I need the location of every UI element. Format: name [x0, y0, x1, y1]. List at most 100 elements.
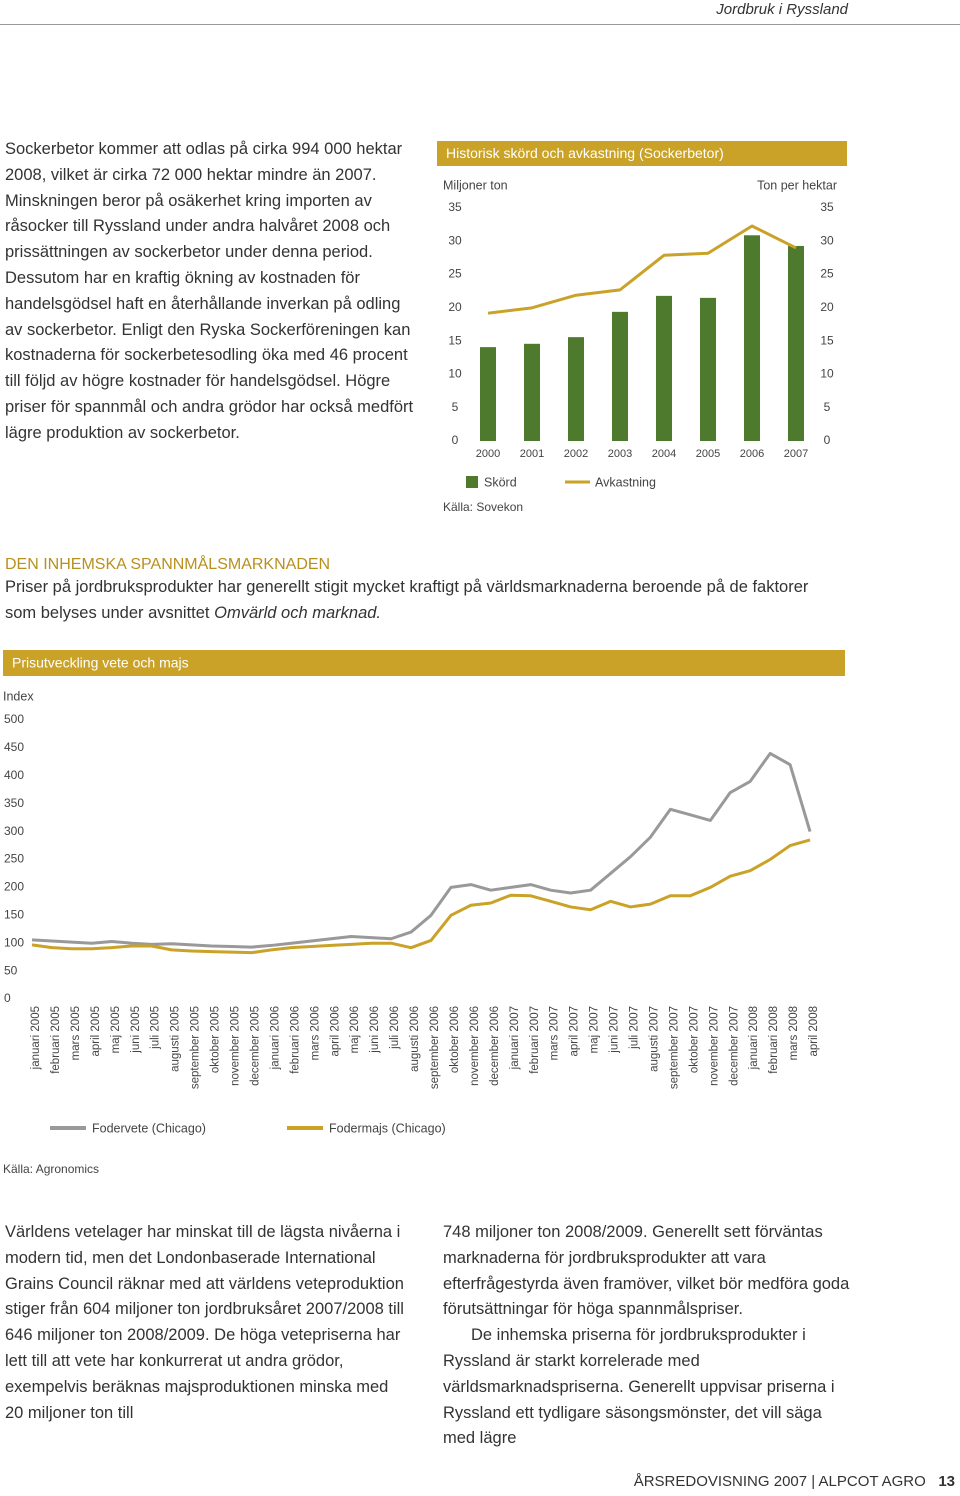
y-tick-label: 30 — [448, 233, 462, 247]
x-tick-label: november 2005 — [230, 1006, 242, 1086]
x-tick-label: september 2006 — [429, 1006, 441, 1089]
bar — [480, 347, 496, 441]
x-tick-label: augusti 2007 — [648, 1006, 660, 1072]
x-tick-label: juli 2005 — [150, 1006, 162, 1050]
bar — [568, 337, 584, 441]
x-tick-label: 2006 — [740, 448, 764, 460]
y-tick-label: 200 — [4, 880, 24, 894]
title-bar — [437, 141, 847, 166]
x-tick-label: maj 2007 — [589, 1006, 601, 1053]
x-tick-label: april 2006 — [329, 1006, 341, 1057]
y-axis-label: Miljoner ton — [443, 178, 508, 192]
bar — [788, 245, 804, 441]
legend-swatch — [466, 476, 478, 488]
y-tick-label: 350 — [4, 796, 24, 810]
x-tick-label: september 2007 — [668, 1006, 680, 1089]
y2-tick-label: 35 — [820, 200, 834, 214]
y2-tick-label: 0 — [824, 433, 831, 447]
y2-tick-label: 25 — [820, 267, 834, 281]
y-tick-label: 300 — [4, 824, 24, 838]
y2-tick-label: 30 — [820, 233, 834, 247]
x-tick-label: juni 2005 — [130, 1006, 142, 1054]
header-section: Jordbruk i Ryssland — [716, 1, 848, 18]
legend-label: Fodermajs (Chicago) — [329, 1121, 446, 1135]
x-tick-label: augusti 2006 — [409, 1006, 421, 1072]
x-tick-label: januari 2005 — [30, 1006, 42, 1070]
y-tick-label: 400 — [4, 768, 24, 782]
y-tick-label: 100 — [4, 935, 24, 949]
line — [31, 838, 811, 955]
x-tick-label: juni 2006 — [369, 1006, 381, 1054]
bar — [700, 297, 716, 441]
page-number: 13 — [938, 1473, 955, 1490]
section-text: Priser på jordbruksprodukter har generel… — [5, 575, 835, 627]
header-rule — [0, 24, 960, 25]
x-tick-label: oktober 2007 — [688, 1006, 700, 1073]
x-tick-label: december 2007 — [728, 1006, 740, 1086]
y2-tick-label: 20 — [820, 300, 834, 314]
x-tick-label: 2000 — [476, 448, 500, 460]
x-tick-label: 2007 — [784, 448, 808, 460]
footer-report: ÅRSREDOVISNING 2007 — [633, 1473, 808, 1490]
x-tick-label: april 2008 — [808, 1006, 820, 1057]
x-tick-label: februari 2006 — [289, 1006, 301, 1074]
bar — [612, 311, 628, 441]
x-tick-label: september 2005 — [190, 1006, 202, 1089]
x-tick-label: april 2007 — [569, 1006, 581, 1057]
legend-label: Fodervete (Chicago) — [92, 1121, 206, 1135]
bar — [524, 343, 540, 441]
x-tick-label: december 2006 — [489, 1006, 501, 1086]
x-tick-label: 2003 — [608, 448, 632, 460]
y2-tick-label: 10 — [820, 367, 834, 381]
line — [31, 751, 812, 949]
y-tick-label: 15 — [448, 333, 462, 347]
x-tick-label: juni 2007 — [609, 1006, 621, 1054]
y-tick-label: 5 — [452, 400, 459, 414]
x-tick-label: juli 2007 — [629, 1006, 641, 1050]
x-tick-label: 2004 — [652, 448, 676, 460]
y-tick-label: 500 — [4, 712, 24, 726]
section-body: Priser på jordbruksprodukter har generel… — [5, 578, 809, 622]
y-tick-label: 35 — [448, 200, 462, 214]
x-tick-label: januari 2008 — [748, 1006, 760, 1070]
paragraph: 748 miljoner ton 2008/2009. Generellt se… — [443, 1223, 850, 1319]
chart-title: Prisutveckling vete och majs — [12, 655, 189, 671]
y-tick-label: 20 — [448, 300, 462, 314]
footer-company: ALPCOT AGRO — [818, 1473, 926, 1490]
bar — [656, 295, 672, 441]
x-tick-label: februari 2008 — [768, 1006, 780, 1074]
x-tick-label: juli 2006 — [389, 1006, 401, 1050]
section-heading: DEN INHEMSKA SPANNMÅLSMARKNADEN — [5, 556, 331, 573]
x-tick-label: mars 2006 — [309, 1006, 321, 1060]
x-tick-label: maj 2005 — [110, 1006, 122, 1053]
y-tick-label: 450 — [4, 740, 24, 754]
x-tick-label: december 2005 — [249, 1006, 261, 1086]
y-tick-label: 10 — [448, 367, 462, 381]
y-tick-label: 25 — [448, 267, 462, 281]
footer-separator: | — [811, 1473, 816, 1490]
x-tick-label: 2001 — [520, 448, 544, 460]
x-tick-label: maj 2006 — [349, 1006, 361, 1053]
chart-title: Historisk skörd och avkastning (Sockerbe… — [446, 145, 724, 161]
footer: ÅRSREDOVISNING 2007 | ALPCOT AGRO 13 — [634, 1472, 955, 1492]
legend-label: Avkastning — [595, 475, 656, 489]
x-tick-label: februari 2005 — [50, 1006, 62, 1074]
section-emphasis: Omvärld och marknad. — [214, 603, 382, 622]
x-tick-label: november 2006 — [469, 1006, 481, 1086]
x-tick-label: november 2007 — [708, 1006, 720, 1086]
bar — [744, 235, 760, 441]
y-axis-label: Index — [3, 689, 34, 703]
source: Källa: Agronomics — [3, 1162, 99, 1176]
y2-axis-label: Ton per hektar — [757, 178, 837, 192]
intro-text: Sockerbetor kommer att odlas på cirka 99… — [5, 140, 414, 442]
x-tick-label: oktober 2005 — [210, 1006, 222, 1073]
y2-tick-label: 15 — [820, 333, 834, 347]
x-tick-label: 2005 — [696, 448, 720, 460]
paragraph: De inhemska priserna för jordbruksproduk… — [443, 1326, 835, 1448]
title-bar — [3, 650, 845, 676]
x-tick-label: mars 2007 — [549, 1006, 561, 1060]
x-tick-label: mars 2008 — [788, 1006, 800, 1060]
y-tick-label: 150 — [4, 907, 24, 921]
